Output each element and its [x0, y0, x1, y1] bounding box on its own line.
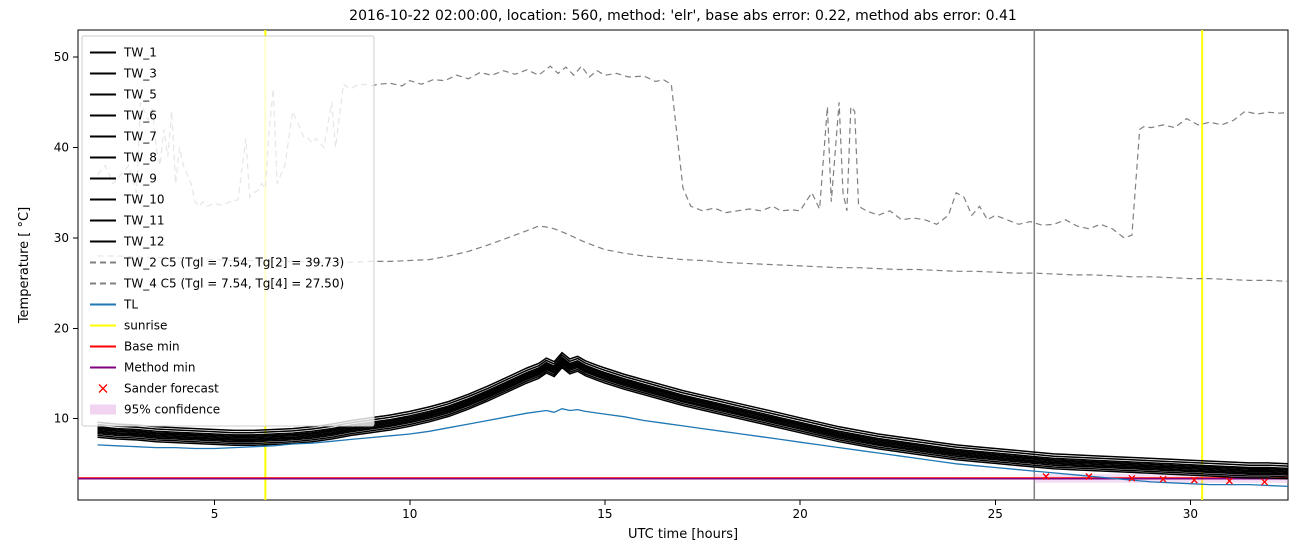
svg-text:10: 10 [54, 412, 69, 426]
svg-text:15: 15 [597, 507, 612, 521]
svg-text:TW_3: TW_3 [123, 67, 157, 81]
svg-text:Sander forecast: Sander forecast [124, 382, 219, 396]
svg-text:TW_7: TW_7 [123, 130, 157, 144]
svg-text:TW_11: TW_11 [123, 214, 164, 228]
svg-text:TW_10: TW_10 [123, 193, 164, 207]
legend: TW_1 TW_3 TW_5 TW_6 TW_7 TW_8 TW_9 TW_10 TW_11 TW… [82, 36, 374, 426]
svg-text:95% confidence: 95% confidence [124, 403, 220, 417]
svg-text:TW_8: TW_8 [123, 151, 157, 165]
svg-text:20: 20 [792, 507, 807, 521]
svg-text:TW_9: TW_9 [123, 172, 157, 186]
svg-text:10: 10 [402, 507, 417, 521]
y-axis: 10 20 30 40 50 [54, 50, 78, 426]
svg-text:Base min: Base min [124, 340, 180, 354]
chart-svg: 5 10 15 20 25 30 10 20 30 40 50 2016-10-22 02:00:… [0, 0, 1310, 547]
x-axis-label: UTC time [hours] [628, 527, 738, 542]
svg-text:TW_6: TW_6 [123, 109, 157, 123]
svg-text:TW_2 C5 (Tgl = 7.54, Tg[2] = 3: TW_2 C5 (Tgl = 7.54, Tg[2] = 39.73) [123, 256, 344, 270]
svg-text:TW_1: TW_1 [123, 46, 157, 60]
svg-text:TW_4 C5 (Tgl = 7.54, Tg[4] = 2: TW_4 C5 (Tgl = 7.54, Tg[4] = 27.50) [123, 277, 344, 291]
chart-container: 5 10 15 20 25 30 10 20 30 40 50 2016-10-22 02:00:… [0, 0, 1310, 547]
svg-text:20: 20 [54, 321, 69, 335]
svg-text:30: 30 [54, 231, 69, 245]
svg-text:5: 5 [211, 507, 219, 521]
chart-title: 2016-10-22 02:00:00, location: 560, meth… [349, 8, 1017, 24]
y-axis-label: Temperature [ °C] [17, 207, 32, 324]
svg-text:TW_12: TW_12 [123, 235, 164, 249]
svg-text:25: 25 [988, 507, 1003, 521]
svg-text:40: 40 [54, 141, 69, 155]
svg-text:30: 30 [1183, 507, 1198, 521]
svg-text:TW_5: TW_5 [123, 88, 157, 102]
svg-text:TL: TL [123, 298, 138, 312]
svg-text:50: 50 [54, 50, 69, 64]
svg-text:sunrise: sunrise [124, 319, 167, 333]
x-axis: 5 10 15 20 25 30 [211, 500, 1198, 521]
svg-text:Method min: Method min [124, 361, 195, 375]
